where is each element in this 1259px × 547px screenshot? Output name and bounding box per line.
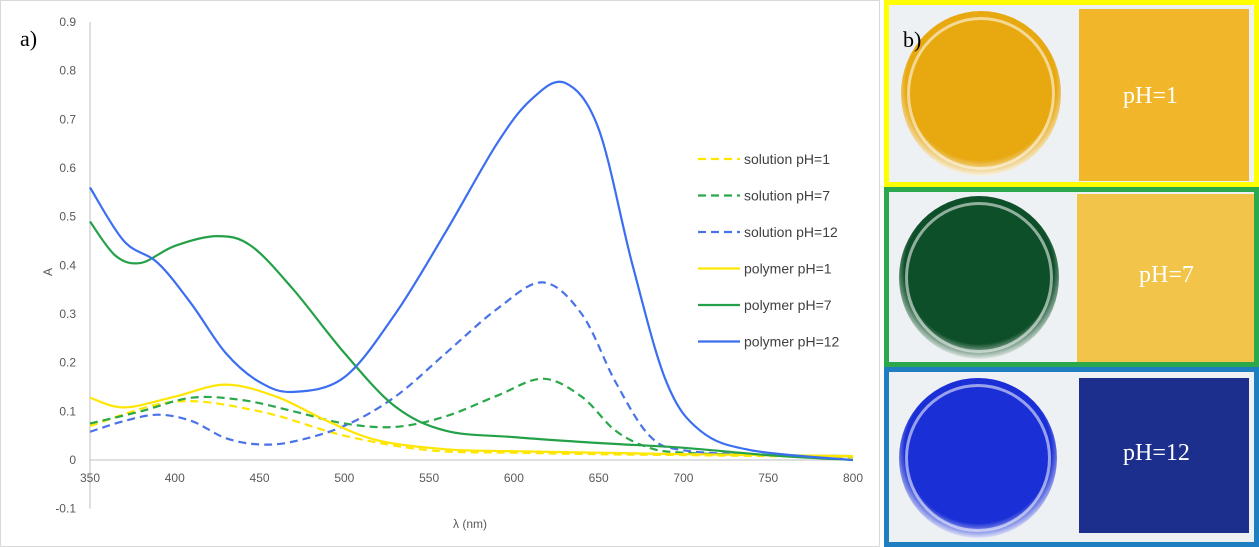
photo-ph12: pH=12: [889, 372, 1254, 542]
y-tick-label: 0.1: [59, 404, 76, 418]
series-line-solution-ph-7: [89, 377, 854, 458]
legend-label: polymer pH=7: [744, 297, 832, 313]
polymer-film: [1079, 9, 1249, 181]
photo-row-ph12: pH=12: [884, 367, 1259, 547]
chart-axes: -0.1 0 0.1 0.2 0.3 0.4 0.5 0.6 0.7 0.8 0.9 350 400 45…: [55, 15, 863, 516]
y-tick-label: -0.1: [55, 502, 76, 516]
legend-label: solution pH=1: [744, 151, 830, 167]
ph-label: pH=7: [1139, 262, 1194, 288]
legend-label: solution pH=12: [744, 224, 838, 240]
x-tick-label: 400: [165, 471, 185, 485]
photo-ph7: pH=7: [889, 192, 1254, 362]
y-tick-label: 0.5: [59, 210, 76, 224]
series-line-solution-ph-12: [89, 281, 854, 458]
y-tick-label: 0.3: [59, 307, 76, 321]
dish-rim: [907, 17, 1055, 170]
y-tick-label: 0.6: [59, 161, 76, 175]
series-line-polymer-ph-12: [89, 80, 854, 462]
photo-panel: pH=1 b) pH=7 pH=12: [884, 0, 1259, 547]
y-tick-label: 0.8: [59, 64, 76, 78]
x-tick-label: 600: [504, 471, 524, 485]
y-axis-label: A: [41, 268, 55, 276]
x-tick-label: 750: [758, 471, 778, 485]
x-tick-label: 500: [334, 471, 354, 485]
ph-label: pH=1: [1123, 83, 1178, 109]
chart-lines: [89, 80, 854, 462]
legend-label: polymer pH=1: [744, 261, 832, 277]
y-tick-label: 0.7: [59, 112, 76, 126]
x-tick-label: 650: [589, 471, 609, 485]
x-tick-label: 350: [80, 471, 100, 485]
chart-svg: a) -0.1 0 0.1 0.2 0.3 0.4 0.5 0.6 0.7 0.8 0.9 350 40…: [0, 0, 880, 547]
photo-row-ph7: pH=7: [884, 187, 1259, 367]
panel-a-label: a): [20, 26, 37, 51]
x-axis-label: λ (nm): [453, 517, 487, 531]
dish-rim: [905, 202, 1053, 353]
x-tick-label: 550: [419, 471, 439, 485]
absorbance-chart: a) -0.1 0 0.1 0.2 0.3 0.4 0.5 0.6 0.7 0.8 0.9 350 40…: [0, 0, 880, 547]
legend-label: polymer pH=12: [744, 334, 840, 350]
ph-label: pH=12: [1123, 440, 1190, 466]
x-tick-label: 450: [250, 471, 270, 485]
polymer-film: [1079, 378, 1249, 533]
photo-row-ph1: pH=1 b): [884, 0, 1259, 187]
x-tick-label: 700: [673, 471, 693, 485]
series-line-polymer-ph-1: [89, 383, 854, 458]
x-tick-label: 800: [843, 471, 863, 485]
photo-ph1: pH=1 b): [889, 5, 1254, 182]
chart-legend: solution pH=1 solution pH=7 solution pH=12…: [698, 151, 840, 350]
series-line-solution-ph-1: [89, 400, 854, 459]
y-tick-label: 0.9: [59, 15, 76, 29]
legend-label: solution pH=7: [744, 188, 830, 204]
y-tick-label: 0.2: [59, 356, 76, 370]
dish-rim: [905, 384, 1051, 532]
y-tick-label: 0: [69, 453, 76, 467]
y-tick-label: 0.4: [59, 258, 76, 272]
polymer-film: [1077, 194, 1254, 362]
panel-b-label: b): [903, 27, 922, 52]
series-line-polymer-ph-7: [89, 220, 854, 462]
